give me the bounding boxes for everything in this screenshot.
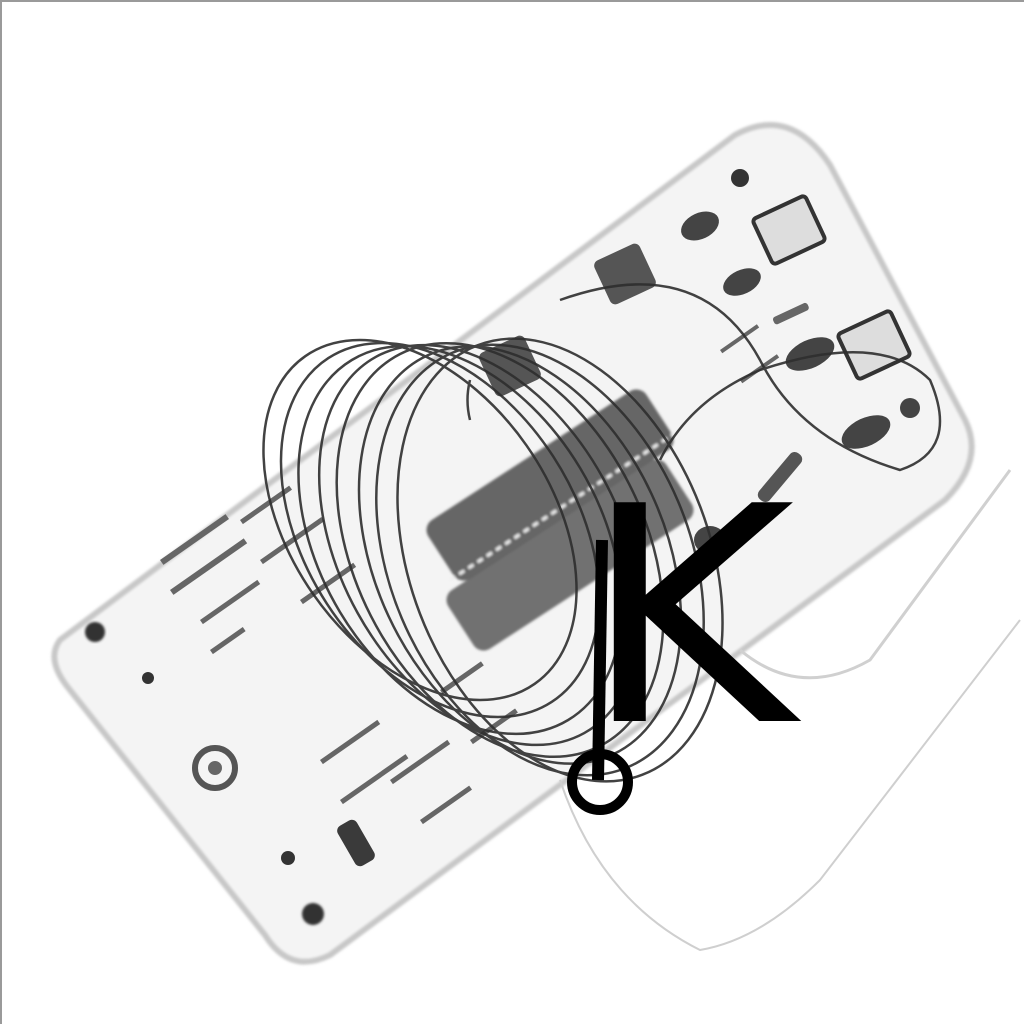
mounting-holes bbox=[85, 169, 920, 925]
passive-components bbox=[337, 211, 891, 867]
connectors bbox=[479, 194, 912, 397]
pin-stem bbox=[592, 539, 608, 781]
frame-left-edge bbox=[0, 0, 2, 1024]
marker-letter: K bbox=[582, 443, 795, 792]
frame-top-edge bbox=[0, 0, 1024, 2]
smd-components bbox=[159, 324, 780, 825]
coiled-wires bbox=[262, 283, 942, 783]
pin-circle-icon bbox=[567, 749, 633, 815]
